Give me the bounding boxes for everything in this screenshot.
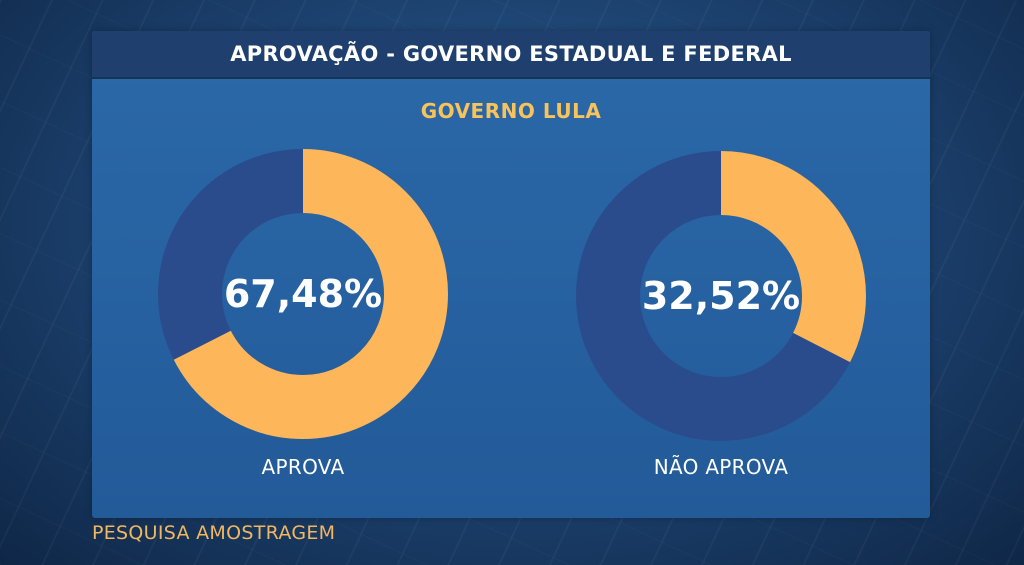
title-bar: APROVAÇÃO - GOVERNO ESTADUAL E FEDERAL	[92, 31, 930, 79]
donut-value-arc	[158, 149, 448, 439]
page-title: APROVAÇÃO - GOVERNO ESTADUAL E FEDERAL	[230, 42, 792, 66]
donut-label-aprova: APROVA	[261, 455, 345, 479]
chart-panel: APROVAÇÃO - GOVERNO ESTADUAL E FEDERAL G…	[92, 31, 930, 518]
footer-source: PESQUISA AMOSTRAGEM	[92, 522, 336, 544]
chart-subtitle: GOVERNO LULA	[420, 99, 602, 123]
donut-svg-nao-aprova	[576, 151, 866, 441]
donut-value-arc	[576, 151, 866, 441]
donut-chart-nao-aprova: 32,52%	[576, 151, 866, 441]
donut-chart-aprova: 67,48%	[158, 149, 448, 439]
donut-svg-aprova	[158, 149, 448, 439]
donut-value-aprova: 67,48%	[223, 272, 383, 316]
donut-label-nao-aprova: NÃO APROVA	[653, 455, 789, 479]
donut-value-nao-aprova: 32,52%	[641, 274, 801, 318]
